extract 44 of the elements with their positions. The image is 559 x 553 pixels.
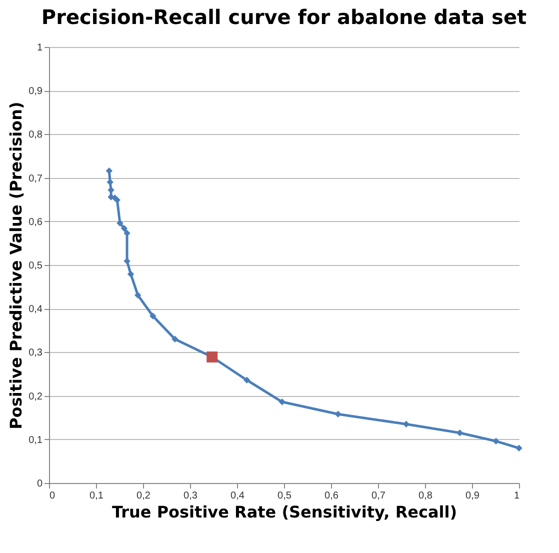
x-tick-label: 0,9 [466, 490, 480, 502]
point [134, 292, 142, 298]
y-tick-label: 0,2 [28, 391, 43, 402]
x-tick-label: 0,3 [184, 490, 198, 502]
point [244, 376, 250, 384]
point [402, 420, 410, 428]
y-tick-label: 0,8 [28, 130, 43, 141]
point [334, 410, 342, 418]
x-axis-title: True Positive Rate (Sensitivity, Recall) [112, 502, 458, 522]
point [120, 225, 128, 232]
point [150, 312, 156, 320]
point [114, 196, 121, 204]
y-axis-title: Positive Predictive Value (Precision) [6, 102, 26, 430]
point [116, 220, 124, 226]
point [172, 336, 178, 342]
x-tick-label: 0,6 [324, 490, 339, 502]
x-tick-label: 0,5 [278, 490, 292, 502]
point [106, 167, 113, 174]
point [516, 444, 522, 452]
point [206, 352, 218, 362]
point [127, 270, 134, 278]
x-tick-label: 0,4 [230, 490, 245, 502]
chart-title: Precision-Recall curve for abalone data set [41, 5, 528, 29]
point [108, 186, 114, 194]
x-tick-label: 1 [514, 490, 520, 502]
y-tick-label: 0,1 [28, 434, 43, 446]
x-tick-label: 0,7 [372, 490, 386, 502]
point [456, 430, 464, 436]
y-tick-label: 0,6 [28, 216, 43, 228]
y-tick-label: 0,5 [28, 260, 43, 272]
point [106, 178, 114, 186]
y-tick-label: 1 [36, 42, 43, 54]
x-tick-label: 0,8 [418, 490, 433, 502]
y-tick-label: 0,3 [28, 348, 43, 359]
y-tick-label: 0 [36, 478, 43, 490]
point [124, 258, 130, 264]
y-tick-label: 0,7 [28, 173, 43, 184]
point [492, 438, 500, 444]
x-tick-label: 0,2 [136, 490, 151, 502]
point [278, 398, 286, 406]
y-tick-label: 0,9 [28, 86, 43, 98]
x-tick-label: 0,1 [90, 490, 104, 502]
x-tick-label: 0 [50, 490, 56, 502]
y-tick-label: 0,4 [28, 304, 43, 316]
